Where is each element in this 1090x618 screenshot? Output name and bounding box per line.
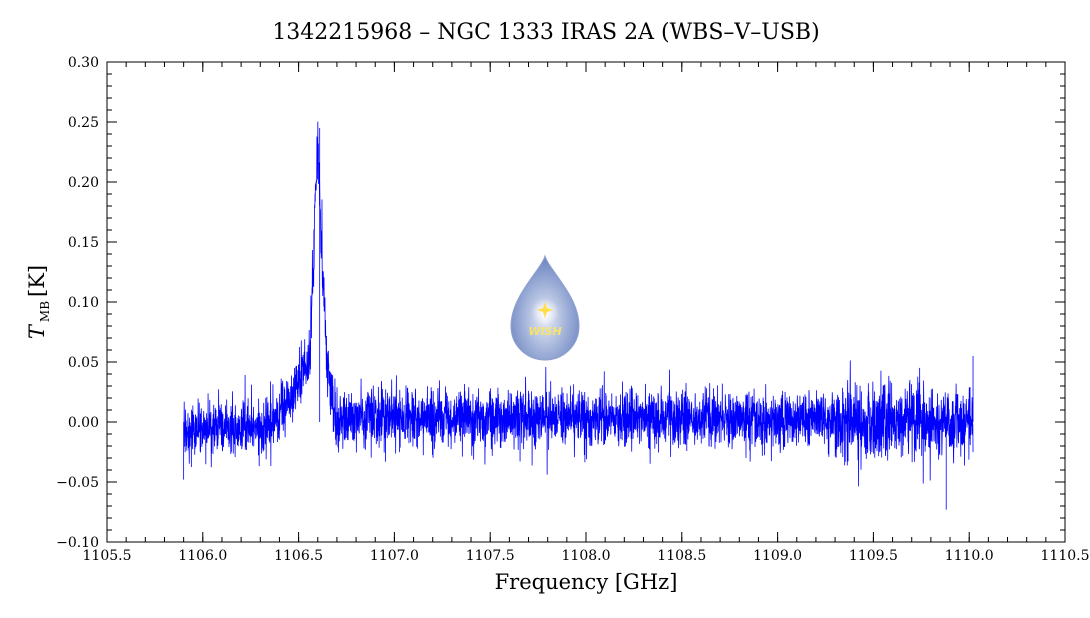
y-axis-label-unit: [K] (25, 265, 49, 297)
tick-labels: 1105.5 1106.0 1106.5 1107.0 1107.5 1108.0 1108… (56, 55, 1089, 564)
y-tick-label: 0.30 (68, 55, 99, 71)
x-tick-label: 1107.5 (466, 548, 515, 564)
y-tick-label: 0.25 (68, 115, 99, 131)
star-icon (537, 302, 553, 318)
x-tick-label: 1109.5 (849, 548, 898, 564)
plot-frame (106, 61, 1066, 543)
wish-logo-text: WISH (528, 325, 561, 338)
y-tick-label: 0.00 (68, 415, 99, 431)
y-tick-label: −0.10 (56, 535, 99, 551)
y-axis-label: TMB [K] (25, 265, 52, 339)
x-tick-label: 1110.5 (1041, 548, 1090, 564)
y-axis-label-sub: MB (38, 301, 52, 322)
y-tick-label: 0.10 (68, 295, 99, 311)
svg-text:TMB[K]: TMB [K] (25, 265, 52, 339)
y-tick-label: 0.05 (68, 355, 99, 371)
x-tick-label: 1106.5 (274, 548, 323, 564)
x-tick-label: 1108.0 (562, 548, 611, 564)
y-tick-label: 0.15 (68, 235, 99, 251)
x-tick-label: 1109.0 (753, 548, 802, 564)
x-tick-label: 1106.0 (178, 548, 227, 564)
x-tick-label: 1105.5 (83, 548, 132, 564)
y-tick-label: 0.20 (68, 175, 99, 191)
x-tick-label: 1110.0 (945, 548, 994, 564)
y-tick-label: −0.05 (56, 475, 99, 491)
axis-ticks (106, 61, 1066, 543)
chart-title: 1342215968 – NGC 1333 IRAS 2A (WBS–V–USB… (272, 20, 819, 45)
wish-logo: WISH (510, 254, 580, 361)
x-tick-label: 1107.0 (370, 548, 419, 564)
y-axis-label-main: T (25, 323, 49, 339)
spectrum-series-line (183, 121, 974, 510)
x-tick-label: 1108.5 (657, 548, 706, 564)
x-axis-label: Frequency [GHz] (495, 570, 678, 594)
